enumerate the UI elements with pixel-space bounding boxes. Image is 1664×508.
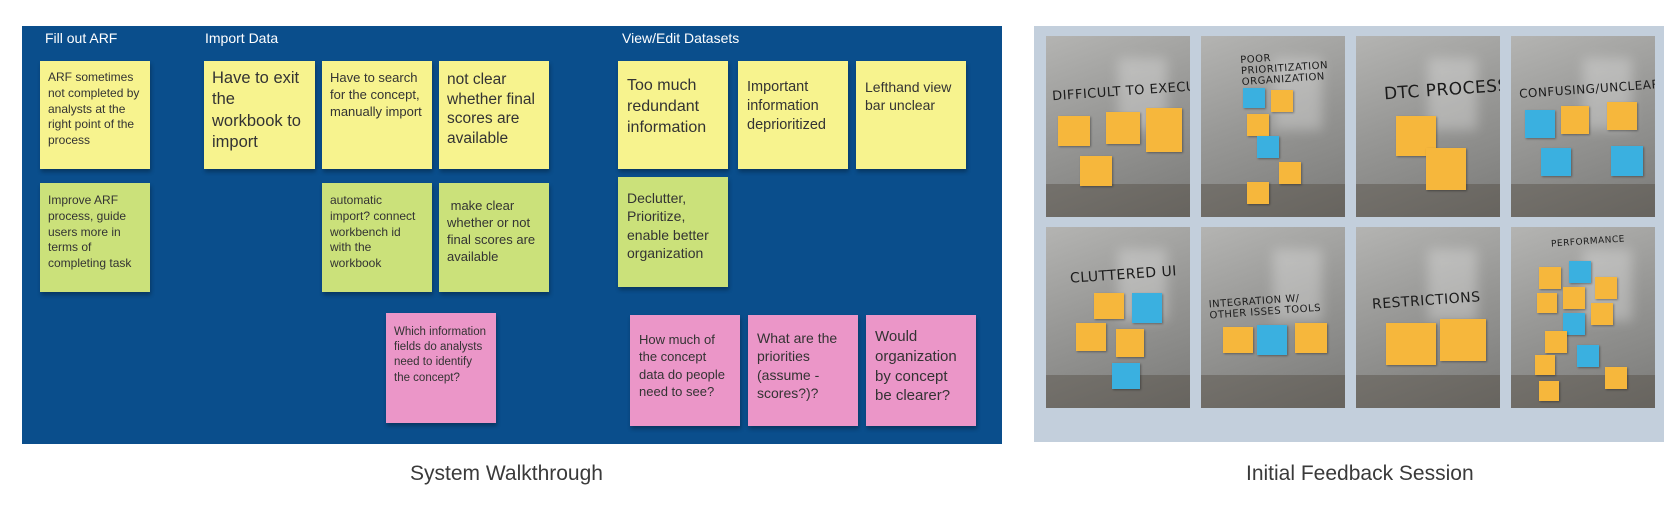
photo-label: DTC PROCESS xyxy=(1383,75,1500,105)
photo-label: POOR PRIORITIZATION ORGANIZATION xyxy=(1239,53,1329,89)
whiteboard-photo-confusing-unclear: CONFUSING/UNCLEAR xyxy=(1511,36,1655,217)
column-title-fill-out-arf: Fill out ARF xyxy=(45,30,118,46)
sticky-note-arf-fix: Improve ARF process, guide users more in… xyxy=(40,183,150,292)
whiteboard-photo-performance: PERFORMANCE xyxy=(1511,227,1655,408)
sticky-note-not-clear: not clear whether final scores are avail… xyxy=(439,61,549,169)
whiteboard-photo-poor-prioritization: POOR PRIORITIZATION ORGANIZATION xyxy=(1201,36,1345,217)
sticky-note-lefthand: Lefthand view bar unclear xyxy=(856,61,966,169)
feedback-caption: Initial Feedback Session xyxy=(1246,462,1474,485)
sticky-note-auto-import: automatic import? connect workbench id w… xyxy=(322,183,432,292)
sticky-note-exit-workbook: Have to exit the workbook to import xyxy=(204,61,315,169)
whiteboard-photo-restrictions: RESTRICTIONS xyxy=(1356,227,1500,408)
sticky-note-redundant: Too much redundant information xyxy=(618,61,728,169)
sticky-note-priorities: What are the priorities (assume - scores… xyxy=(748,315,858,426)
sticky-note-search-concept: Have to search for the concept, manually… xyxy=(322,61,432,169)
sticky-note-arf-problem: ARF sometimes not completed by analysts … xyxy=(40,61,150,169)
column-title-view-edit-datasets: View/Edit Datasets xyxy=(622,30,740,46)
sticky-note-organization: Would organization by concept be clearer… xyxy=(866,315,976,426)
sticky-note-which-fields: Which information fields do analysts nee… xyxy=(386,313,496,423)
sticky-note-declutter: Declutter, Prioritize, enable better org… xyxy=(618,177,728,287)
column-title-import-data: Import Data xyxy=(205,30,279,46)
walkthrough-caption: System Walkthrough xyxy=(410,462,603,485)
whiteboard-photo-dtc-process: DTC PROCESS xyxy=(1356,36,1500,217)
sticky-note-make-clear: make clear whether or not final scores a… xyxy=(439,183,549,292)
whiteboard-photo-integration: INTEGRATION W/ OTHER ISSES TOOLS xyxy=(1201,227,1345,408)
feedback-photo-grid: DIFFICULT TO EXECUTE TASKS POOR PRIORITI… xyxy=(1034,26,1664,442)
whiteboard-photo-difficult-tasks: DIFFICULT TO EXECUTE TASKS xyxy=(1046,36,1190,217)
walkthrough-board: Fill out ARF Import Data View/Edit Datas… xyxy=(22,26,1002,444)
photo-label: PERFORMANCE xyxy=(1550,234,1626,250)
sticky-note-deprioritized: Important information deprioritized xyxy=(738,61,848,169)
whiteboard-photo-cluttered-ui: CLUTTERED UI xyxy=(1046,227,1190,408)
sticky-note-how-much: How much of the concept data do people n… xyxy=(630,315,740,426)
